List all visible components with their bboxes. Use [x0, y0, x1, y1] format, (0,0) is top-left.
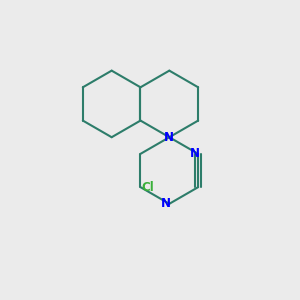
Text: N: N	[164, 131, 174, 144]
Text: Cl: Cl	[142, 181, 154, 194]
Text: N: N	[161, 197, 171, 210]
Text: N: N	[190, 147, 200, 161]
